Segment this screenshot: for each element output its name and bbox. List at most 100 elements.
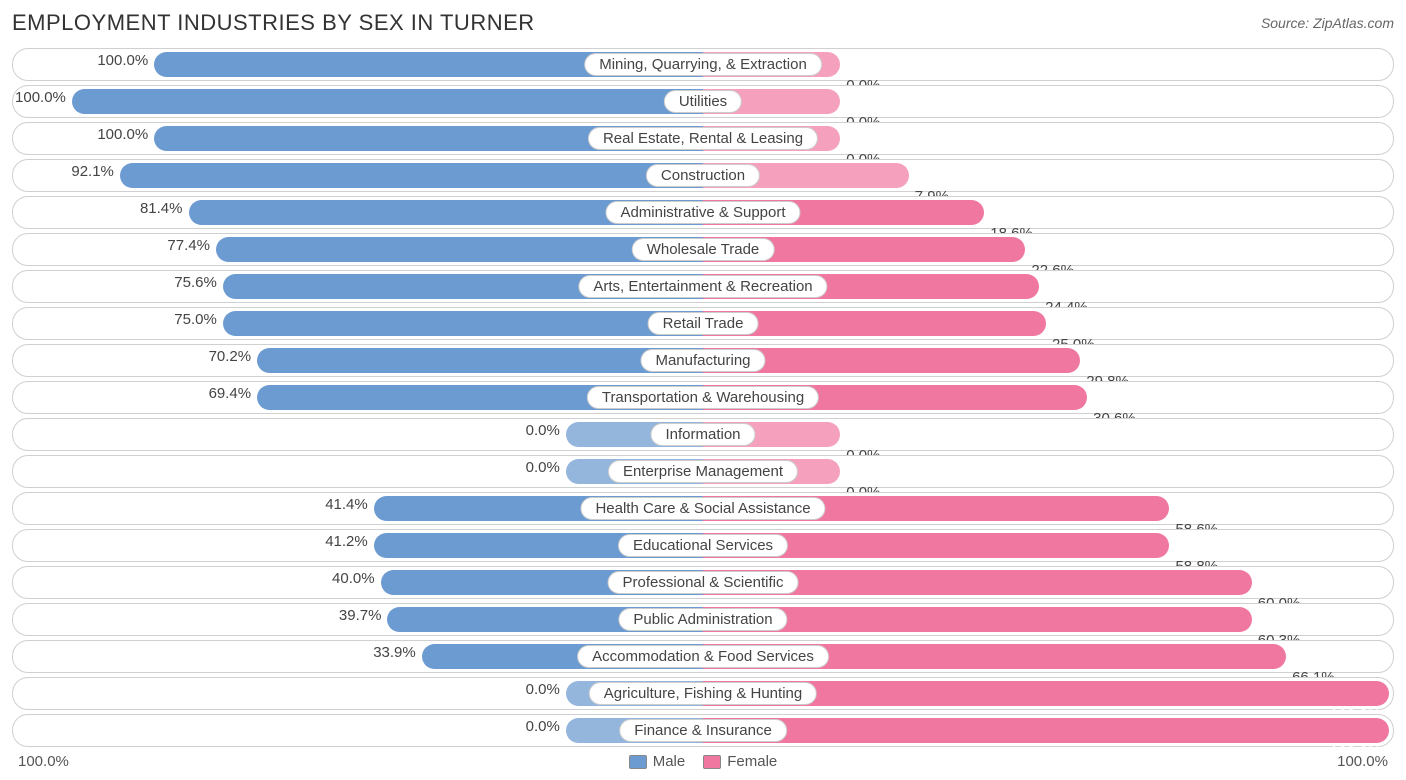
female-bar xyxy=(703,718,1389,743)
legend-female-label: Female xyxy=(727,753,777,770)
male-half: 70.2% xyxy=(17,348,703,373)
chart-row: 77.4% 22.6%Wholesale Trade xyxy=(12,233,1394,266)
legend-female: Female xyxy=(703,753,777,770)
male-half: 39.7% xyxy=(17,607,703,632)
category-label: Wholesale Trade xyxy=(632,238,775,261)
category-label: Mining, Quarrying, & Extraction xyxy=(584,53,822,76)
male-half: 81.4% xyxy=(17,200,703,225)
category-label: Administrative & Support xyxy=(605,201,800,224)
chart-row: 70.2% 29.8%Manufacturing xyxy=(12,344,1394,377)
chart-row: 0.0% 100.0%Finance & Insurance xyxy=(12,714,1394,747)
male-value-label: 81.4% xyxy=(140,200,189,217)
chart-source: Source: ZipAtlas.com xyxy=(1261,15,1394,31)
male-half: 100.0% xyxy=(17,89,703,114)
chart-row: 0.0%0.0%Enterprise Management xyxy=(12,455,1394,488)
category-label: Finance & Insurance xyxy=(619,719,787,742)
male-value-label: 69.4% xyxy=(209,385,258,402)
female-swatch-icon xyxy=(703,755,721,769)
chart-row: 81.4% 18.6%Administrative & Support xyxy=(12,196,1394,229)
chart-row: 69.4%30.6%Transportation & Warehousing xyxy=(12,381,1394,414)
category-label: Real Estate, Rental & Leasing xyxy=(588,127,818,150)
male-bar xyxy=(223,311,703,336)
chart-row: 92.1% 7.9%Construction xyxy=(12,159,1394,192)
female-half: 7.9% xyxy=(703,163,1389,188)
chart-row: 75.0% 25.0%Retail Trade xyxy=(12,307,1394,340)
male-half: 77.4% xyxy=(17,237,703,262)
category-label: Enterprise Management xyxy=(608,460,798,483)
female-value-label: 100.0% xyxy=(1330,743,1381,760)
male-half: 75.0% xyxy=(17,311,703,336)
male-half: 41.2% xyxy=(17,533,703,558)
male-half: 0.0% xyxy=(17,459,703,484)
chart-header: EMPLOYMENT INDUSTRIES BY SEX IN TURNER S… xyxy=(12,10,1394,36)
category-label: Information xyxy=(650,423,755,446)
chart-title: EMPLOYMENT INDUSTRIES BY SEX IN TURNER xyxy=(12,10,535,36)
chart-row: 100.0%0.0%Mining, Quarrying, & Extractio… xyxy=(12,48,1394,81)
category-label: Transportation & Warehousing xyxy=(587,386,819,409)
male-bar xyxy=(216,237,703,262)
chart-row: 0.0%100.0%Agriculture, Fishing & Hunting xyxy=(12,677,1394,710)
female-half: 0.0% xyxy=(703,422,1389,447)
chart-row: 40.0% 60.0%Professional & Scientific xyxy=(12,566,1394,599)
female-half: 29.8% xyxy=(703,348,1389,373)
category-label: Health Care & Social Assistance xyxy=(580,497,825,520)
male-value-label: 100.0% xyxy=(15,89,72,106)
chart-row: 0.0%0.0%Information xyxy=(12,418,1394,451)
male-bar xyxy=(257,348,703,373)
male-bar xyxy=(120,163,703,188)
male-value-label: 75.0% xyxy=(174,311,223,328)
legend: Male Female xyxy=(629,753,778,770)
chart-row: 39.7% 60.3%Public Administration xyxy=(12,603,1394,636)
chart-row: 33.9%66.1%Accommodation & Food Services xyxy=(12,640,1394,673)
category-label: Manufacturing xyxy=(640,349,765,372)
category-label: Utilities xyxy=(664,90,742,113)
male-value-label: 92.1% xyxy=(71,163,120,180)
category-label: Accommodation & Food Services xyxy=(577,645,829,668)
legend-male-label: Male xyxy=(653,753,686,770)
category-label: Educational Services xyxy=(618,534,788,557)
category-label: Construction xyxy=(646,164,760,187)
category-label: Professional & Scientific xyxy=(608,571,799,594)
male-half: 92.1% xyxy=(17,163,703,188)
male-value-label: 70.2% xyxy=(209,348,258,365)
male-value-label: 41.2% xyxy=(325,533,374,550)
male-half: 0.0% xyxy=(17,718,703,743)
female-half: 25.0% xyxy=(703,311,1389,336)
male-value-label: 0.0% xyxy=(526,422,566,439)
male-value-label: 75.6% xyxy=(174,274,223,291)
male-value-label: 0.0% xyxy=(526,718,566,735)
male-value-label: 77.4% xyxy=(167,237,216,254)
male-value-label: 100.0% xyxy=(97,52,154,69)
female-half: 0.0% xyxy=(703,89,1389,114)
female-half: 22.6% xyxy=(703,237,1389,262)
male-value-label: 33.9% xyxy=(373,644,422,661)
male-half: 0.0% xyxy=(17,422,703,447)
chart-row: 100.0% 0.0%Utilities xyxy=(12,85,1394,118)
female-half: 18.6% xyxy=(703,200,1389,225)
axis-left-label: 100.0% xyxy=(18,753,69,770)
male-value-label: 41.4% xyxy=(325,496,374,513)
male-value-label: 0.0% xyxy=(526,681,566,698)
category-label: Public Administration xyxy=(618,608,787,631)
female-half: 100.0% xyxy=(703,718,1389,743)
female-half: 58.8% xyxy=(703,533,1389,558)
chart-footer: 100.0% Male Female 100.0% xyxy=(12,753,1394,770)
female-half: 0.0% xyxy=(703,459,1389,484)
female-half: 60.0% xyxy=(703,570,1389,595)
chart-row: 41.2% 58.8%Educational Services xyxy=(12,529,1394,562)
chart-row: 100.0%0.0%Real Estate, Rental & Leasing xyxy=(12,122,1394,155)
chart-area: 100.0% 0.0% Mining, Quarrying, & Extractio… xyxy=(12,48,1394,747)
category-label: Arts, Entertainment & Recreation xyxy=(578,275,827,298)
male-bar xyxy=(72,89,703,114)
chart-row: 75.6%24.4%Arts, Entertainment & Recreati… xyxy=(12,270,1394,303)
chart-row: 41.4%58.6%Health Care & Social Assistanc… xyxy=(12,492,1394,525)
female-half: 60.3% xyxy=(703,607,1389,632)
category-label: Retail Trade xyxy=(648,312,759,335)
category-label: Agriculture, Fishing & Hunting xyxy=(589,682,817,705)
male-value-label: 39.7% xyxy=(339,607,388,624)
male-swatch-icon xyxy=(629,755,647,769)
male-half: 40.0% xyxy=(17,570,703,595)
legend-male: Male xyxy=(629,753,686,770)
male-value-label: 100.0% xyxy=(97,126,154,143)
male-value-label: 40.0% xyxy=(332,570,381,587)
